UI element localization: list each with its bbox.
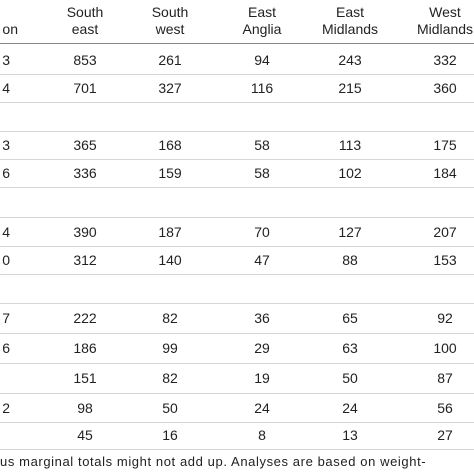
header-line: Anglia: [242, 21, 282, 37]
table-cell: 360: [433, 80, 457, 96]
header-line: West: [429, 4, 461, 20]
row-rule: [0, 274, 474, 275]
header-line: South: [66, 4, 104, 20]
row-rule: [0, 363, 474, 364]
row-rule: [0, 102, 474, 103]
header-line: East: [335, 4, 364, 20]
row-rule: [0, 246, 474, 247]
header-cell: East Midlands: [322, 4, 378, 38]
header-rule: [0, 43, 474, 44]
table-cell: 13: [342, 427, 358, 443]
table-cell: 47: [254, 252, 270, 268]
table-cell: 327: [158, 80, 182, 96]
table-cell: 187: [158, 224, 182, 240]
table-cell: 82: [162, 310, 178, 326]
header-cell: East Anglia: [243, 4, 282, 38]
row-rule: [0, 217, 474, 218]
header-line: Midlands: [416, 21, 474, 37]
table-cell: 24: [254, 400, 270, 416]
table-cell: 70: [254, 224, 270, 240]
header-cell: on: [2, 21, 18, 38]
row-rule: [0, 159, 474, 160]
table-cell: 24: [342, 400, 358, 416]
table-cell: 365: [73, 137, 97, 153]
table-cell: 63: [342, 340, 358, 356]
table-cell: 29: [254, 340, 270, 356]
table-cell: 140: [158, 252, 182, 268]
table-cell: 16: [162, 427, 178, 443]
table-cell: 4: [2, 224, 10, 240]
table-cell: 87: [437, 370, 453, 386]
table-cell: 175: [433, 137, 457, 153]
row-rule: [0, 303, 474, 304]
header-cell: West Midlands: [417, 4, 473, 38]
table-cell: 186: [73, 340, 97, 356]
table-cell: 0: [2, 252, 10, 268]
header-line: east: [71, 21, 99, 37]
table-cell: 3: [2, 137, 10, 153]
table-cell: 168: [158, 137, 182, 153]
table-cell: 215: [338, 80, 362, 96]
row-rule: [0, 131, 474, 132]
table-cell: 82: [162, 370, 178, 386]
header-cell: South west: [152, 4, 189, 38]
table-cell: 207: [433, 224, 457, 240]
table-cell: 116: [250, 80, 274, 96]
table-cell: 332: [433, 52, 457, 68]
table-cell: 390: [73, 224, 97, 240]
table-cell: 98: [77, 400, 93, 416]
header-cell: South east: [67, 4, 104, 38]
table-cell: 88: [342, 252, 358, 268]
header-line: Midlands: [321, 21, 379, 37]
table-cell: 65: [342, 310, 358, 326]
table-cell: 701: [73, 80, 97, 96]
header-line: South: [151, 4, 189, 20]
row-rule: [0, 333, 474, 334]
table-cell: 127: [338, 224, 362, 240]
table-cell: 45: [77, 427, 93, 443]
table-cell: 312: [73, 252, 97, 268]
table-cell: 6: [2, 340, 10, 356]
table-cell: 92: [437, 310, 453, 326]
table-cell: 58: [254, 165, 270, 181]
header-line: west: [155, 21, 185, 37]
table-cell: 19: [254, 370, 270, 386]
table-cell: 853: [73, 52, 97, 68]
footnote: us marginal totals might not add up. Ana…: [0, 454, 427, 469]
table-cell: 94: [254, 52, 270, 68]
table-cell: 36: [254, 310, 270, 326]
table-cell: 6: [2, 165, 10, 181]
table-cell: 56: [437, 400, 453, 416]
row-rule: [0, 422, 474, 423]
table-cell: 261: [158, 52, 182, 68]
table-cell: 222: [73, 310, 97, 326]
table-cell: 3: [2, 52, 10, 68]
table-cell: 7: [2, 310, 10, 326]
table-cell: 159: [158, 165, 182, 181]
table-cell: 151: [73, 370, 97, 386]
row-rule: [0, 393, 474, 394]
table-cell: 50: [162, 400, 178, 416]
table-cell: 8: [258, 427, 266, 443]
row-rule: [0, 74, 474, 75]
header-line: East: [247, 4, 277, 20]
table-cell: 99: [162, 340, 178, 356]
table-cell: 336: [73, 165, 97, 181]
table-cell: 102: [338, 165, 362, 181]
table-cell: 243: [338, 52, 362, 68]
table-cell: 113: [338, 137, 362, 153]
row-rule: [0, 187, 474, 188]
table-cell: 4: [2, 80, 10, 96]
table-cell: 100: [433, 340, 457, 356]
table-cell: 27: [437, 427, 453, 443]
table-cell: 50: [342, 370, 358, 386]
table-cell: 58: [254, 137, 270, 153]
table-cell: 2: [2, 400, 10, 416]
table-cell: 153: [433, 252, 457, 268]
header-line: on: [2, 21, 18, 37]
table-cell: 184: [433, 165, 457, 181]
row-rule: [0, 449, 474, 450]
